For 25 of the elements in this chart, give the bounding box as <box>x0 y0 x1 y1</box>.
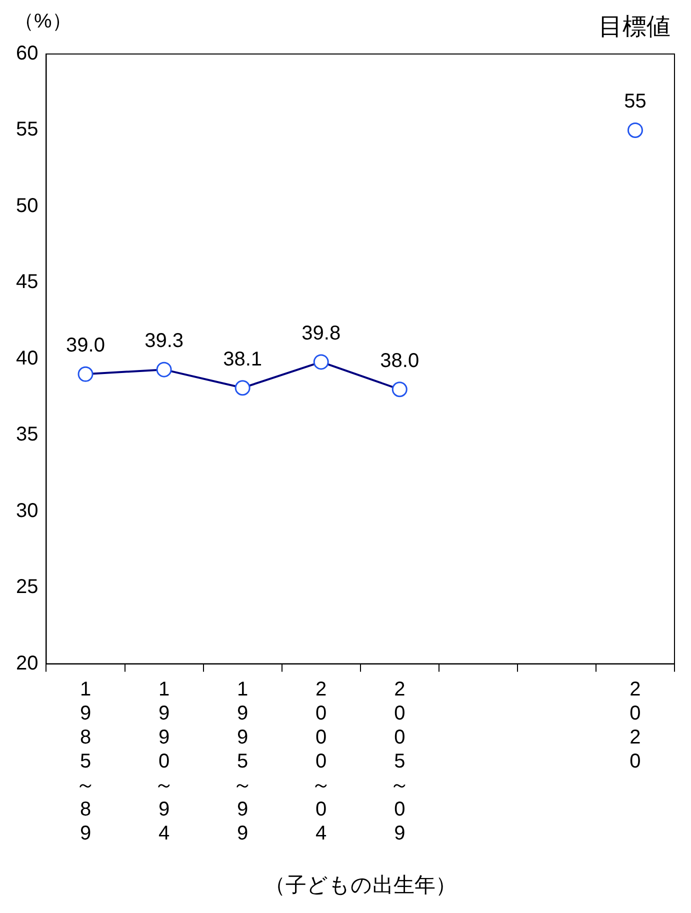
data-label: 39.8 <box>302 322 341 344</box>
y-tick-label: 30 <box>16 500 38 522</box>
point <box>627 122 643 138</box>
y-tick-label: 55 <box>16 118 38 141</box>
x-axis-title: （子どもの出生年） <box>264 874 456 898</box>
y-tick-label: 40 <box>16 347 38 370</box>
y-tick-label: 60 <box>16 42 38 65</box>
data-label: 55 <box>624 90 646 113</box>
data-label: 39.0 <box>66 334 105 357</box>
data-label: 38.1 <box>223 348 262 370</box>
data-label: 38.0 <box>380 350 420 372</box>
x-tick-label: 1995～99 <box>232 678 253 844</box>
data-label: 39.3 <box>144 330 184 352</box>
x-tick-label: 2020 <box>630 678 641 772</box>
y-axis-title: （%） <box>14 10 72 33</box>
y-tick-label: 50 <box>16 194 38 217</box>
text: 目標値 <box>598 14 670 41</box>
x-tick-label: 1990～94 <box>154 678 174 844</box>
y-tick-label: 35 <box>16 424 38 446</box>
x-tick-label: 2005～09 <box>390 678 410 844</box>
x-tick-label: 2000～04 <box>311 678 332 844</box>
y-tick-label: 45 <box>16 271 38 294</box>
x-tick-label: 1985～89 <box>76 678 96 844</box>
y-tick-label: 25 <box>16 576 38 598</box>
y-tick-label: 20 <box>16 652 38 674</box>
